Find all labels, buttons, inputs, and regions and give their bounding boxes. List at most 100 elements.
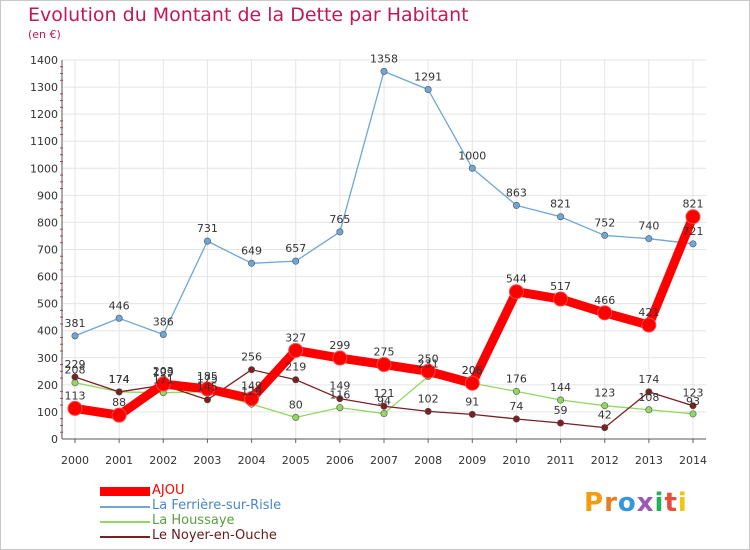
data-point: [512, 415, 520, 423]
data-point: [155, 376, 171, 392]
data-label: 129: [241, 385, 262, 398]
data-label: 199: [153, 366, 174, 379]
y-tick-label: 1200: [30, 108, 58, 121]
data-label: 174: [109, 373, 130, 386]
data-label: 1358: [370, 52, 398, 65]
data-label: 256: [241, 351, 262, 364]
data-point: [508, 284, 524, 300]
data-label: 185: [197, 370, 218, 383]
data-point: [557, 396, 565, 404]
data-point: [512, 387, 520, 395]
data-point: [203, 396, 211, 404]
data-label: 381: [65, 317, 86, 330]
data-point: [685, 209, 701, 225]
legend-label: Le Noyer-en-Ouche: [152, 528, 277, 543]
data-point: [597, 305, 613, 321]
data-point: [464, 375, 480, 391]
data-point: [332, 350, 348, 366]
legend-swatch: [100, 521, 150, 523]
logo-letter: x: [636, 488, 655, 518]
data-label: 821: [550, 198, 571, 211]
x-tick-label: 2001: [105, 454, 133, 467]
data-label: 175: [197, 373, 218, 386]
data-point: [512, 201, 520, 209]
legend-label: La Ferrière-sur-Risle: [152, 498, 282, 513]
data-label: 42: [598, 409, 612, 422]
data-label: 206: [462, 364, 483, 377]
data-label: 275: [374, 346, 395, 359]
y-tick-label: 600: [37, 271, 58, 284]
data-point: [336, 404, 344, 412]
data-point: [380, 410, 388, 418]
data-label: 102: [418, 392, 439, 405]
data-label: 203: [153, 365, 174, 378]
logo-letter: t: [664, 488, 678, 518]
data-label: 231: [418, 357, 439, 370]
data-point: [380, 402, 388, 410]
x-tick-label: 2006: [326, 454, 354, 467]
data-point: [645, 388, 653, 396]
data-point: [557, 419, 565, 427]
data-point: [380, 67, 388, 75]
data-label: 121: [374, 387, 395, 400]
data-label: 174: [109, 373, 130, 386]
y-tick-label: 900: [37, 189, 58, 202]
y-tick-label: 1400: [30, 54, 58, 67]
x-tick-label: 2009: [458, 454, 486, 467]
legend-swatch: [100, 506, 150, 508]
data-label: 544: [506, 273, 527, 286]
data-point: [424, 407, 432, 415]
data-label: 113: [65, 389, 86, 402]
data-label: 149: [329, 380, 350, 393]
data-point: [645, 235, 653, 243]
data-label: 88: [112, 396, 126, 409]
x-tick-label: 2007: [370, 454, 398, 467]
data-point: [292, 257, 300, 265]
data-label: 176: [506, 372, 527, 385]
legend-swatch: [100, 536, 150, 538]
series-points: [67, 67, 701, 432]
data-label: 731: [197, 222, 218, 235]
data-label: 93: [686, 395, 700, 408]
x-tick-label: 2013: [635, 454, 663, 467]
data-label: 721: [683, 225, 704, 238]
data-label: 174: [638, 373, 659, 386]
x-tick-label: 2003: [193, 454, 221, 467]
axes: 0 100 200 300 400 500 600 700 800 900 1000 1100 1200…: [30, 54, 707, 467]
proxiti-logo: Proxiti: [584, 488, 688, 518]
data-point: [199, 381, 215, 397]
data-label: 74: [509, 400, 523, 413]
data-point: [336, 228, 344, 236]
data-label: 740: [638, 220, 659, 233]
data-label: 821: [683, 198, 704, 211]
y-tick-label: 500: [37, 298, 58, 311]
data-label: 171: [153, 374, 174, 387]
data-label: 123: [594, 387, 615, 400]
data-label: 421: [638, 306, 659, 319]
data-point: [71, 373, 79, 381]
data-point: [248, 366, 256, 374]
data-label: 208: [65, 364, 86, 377]
x-tick-label: 2000: [61, 454, 89, 467]
data-point: [71, 332, 79, 340]
data-point: [292, 413, 300, 421]
data-point: [468, 164, 476, 172]
data-point: [468, 410, 476, 418]
x-tick-label: 2005: [282, 454, 310, 467]
x-tick-label: 2010: [502, 454, 530, 467]
data-point: [67, 400, 83, 416]
data-label: 80: [289, 398, 303, 411]
data-label: 446: [109, 299, 130, 312]
data-point: [553, 291, 569, 307]
data-point: [111, 407, 127, 423]
data-point: [424, 86, 432, 94]
chart-title: Evolution du Montant de la Dette par Hab…: [28, 4, 469, 26]
y-tick-label: 300: [37, 352, 58, 365]
data-point: [244, 391, 260, 407]
data-label: 206: [462, 364, 483, 377]
legend-swatch: [100, 487, 150, 496]
data-label: 123: [683, 387, 704, 400]
line-chart: 0 100 200 300 400 500 600 700 800 900 1000 1100 1200…: [30, 52, 707, 467]
x-tick-label: 2008: [414, 454, 442, 467]
legend-label: La Houssaye: [152, 513, 235, 528]
